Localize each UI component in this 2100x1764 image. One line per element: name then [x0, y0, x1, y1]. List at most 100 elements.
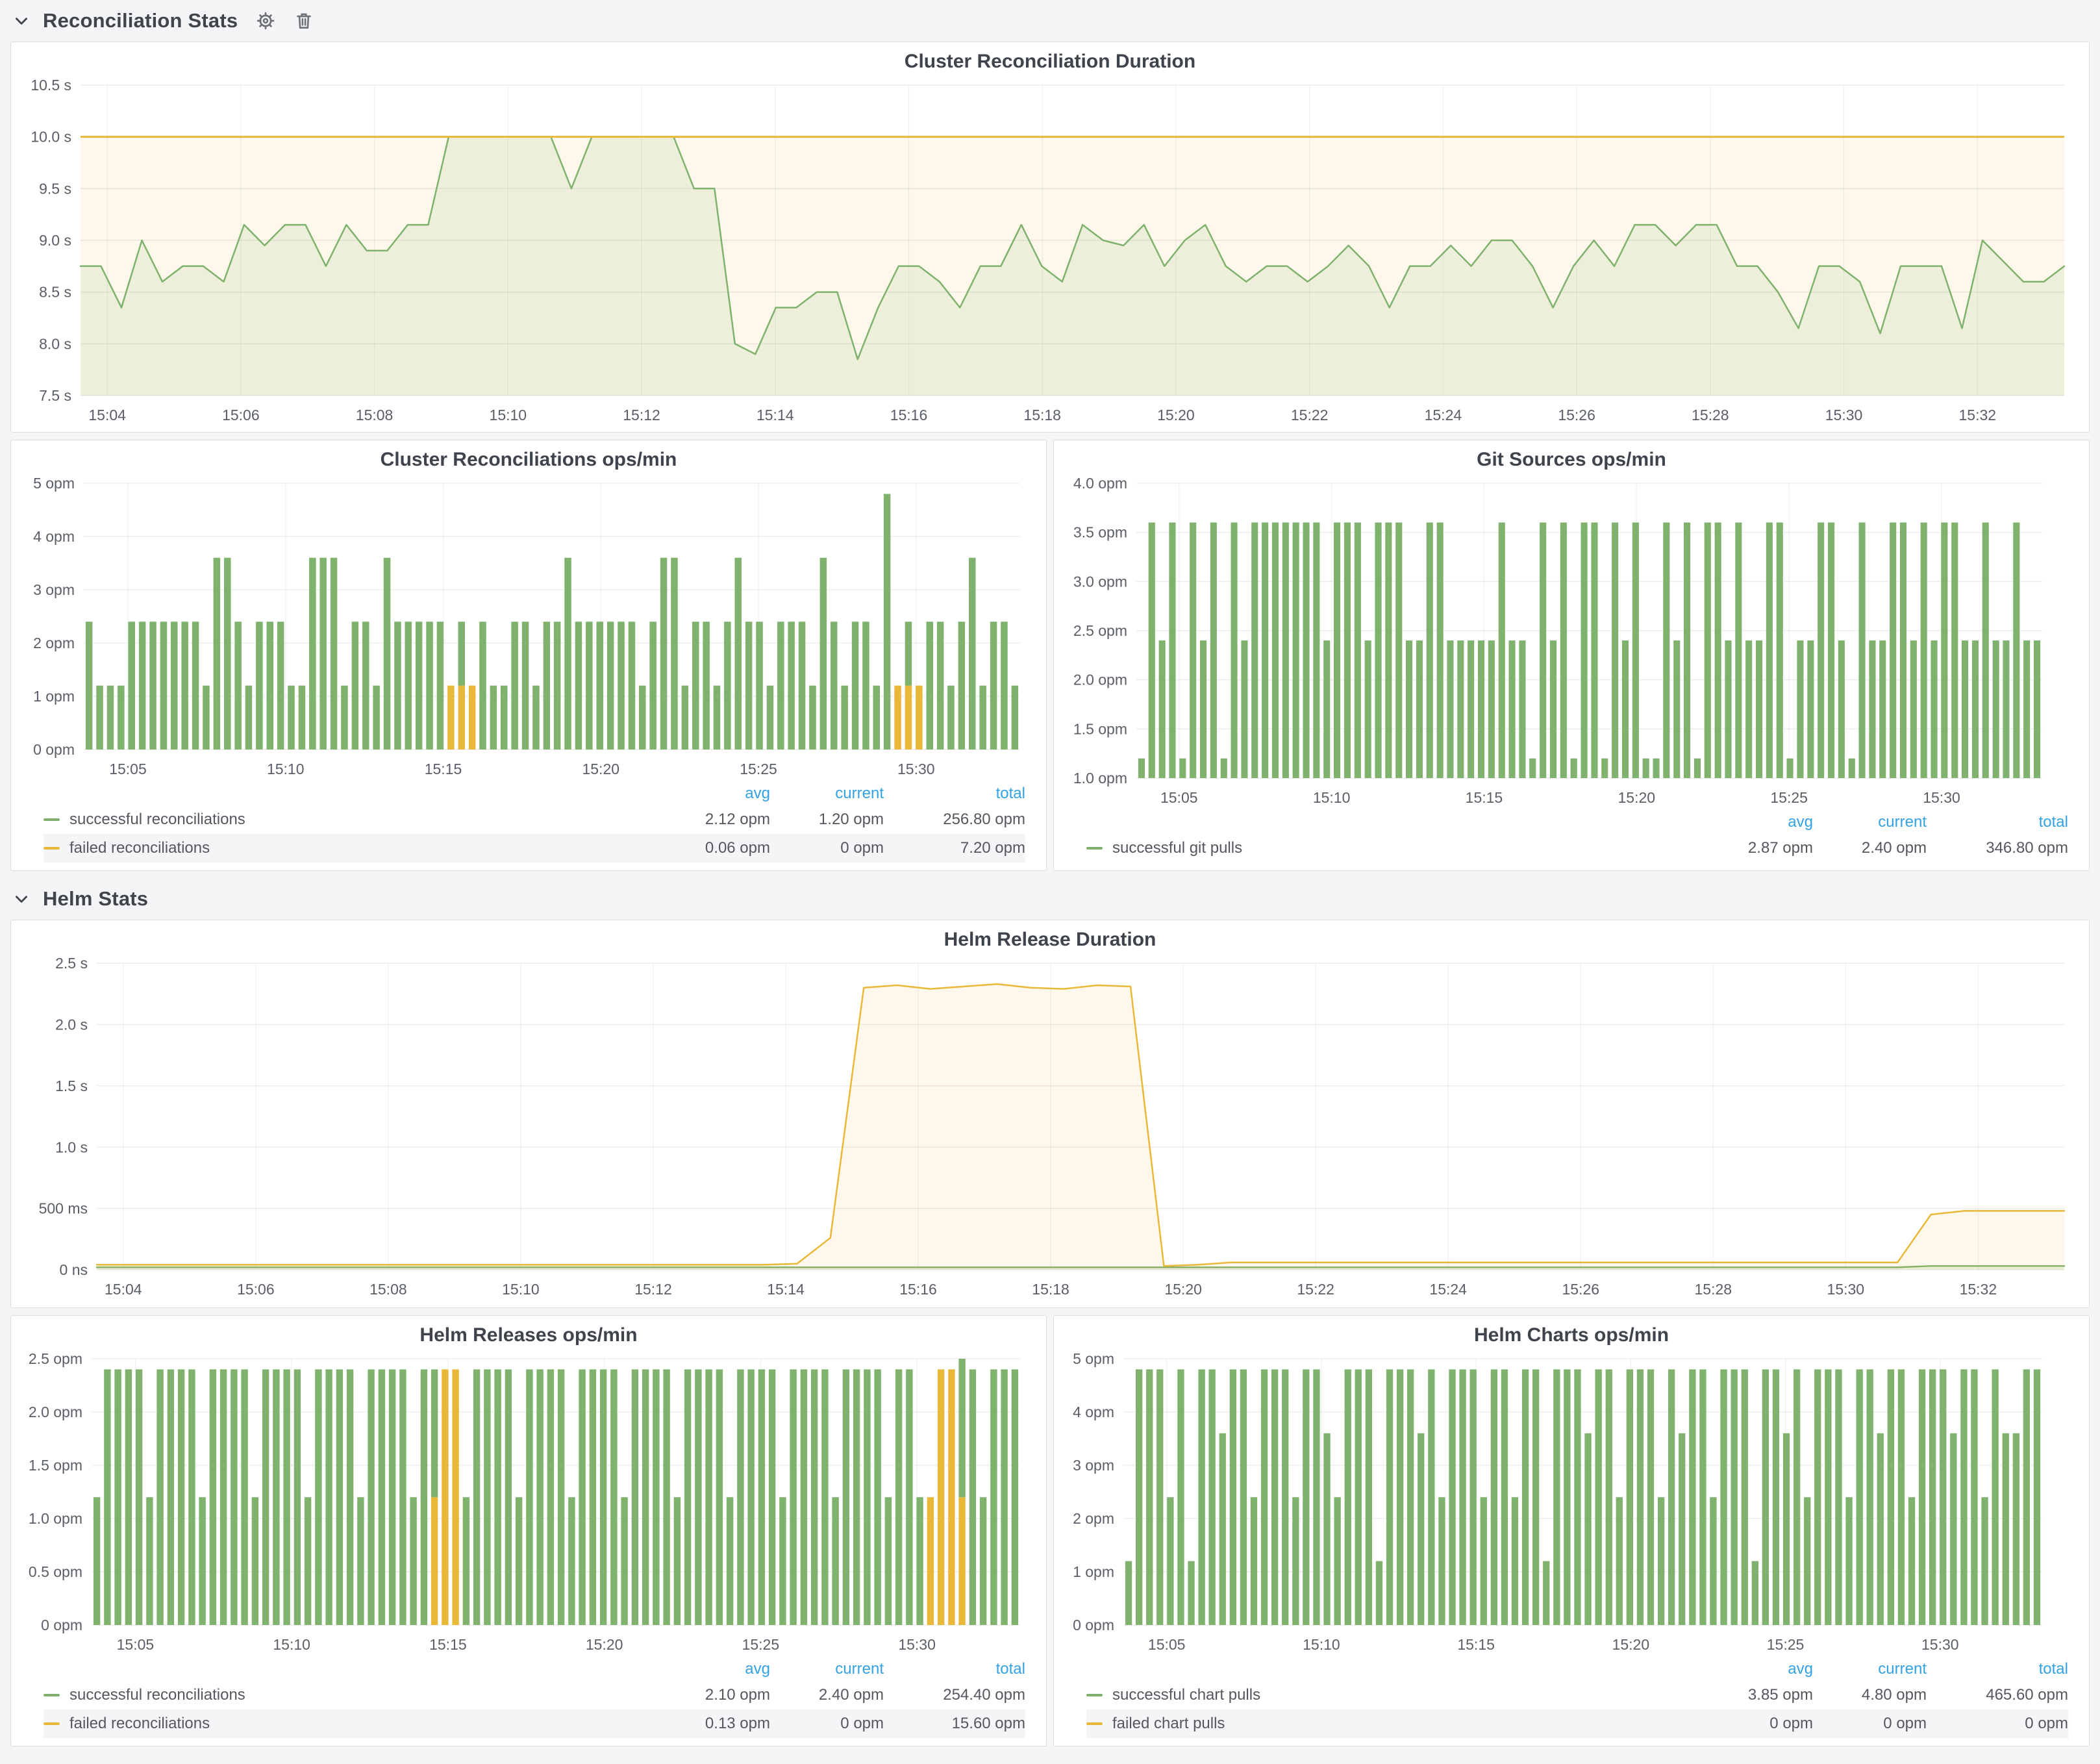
legend-sort-current[interactable]: current — [835, 785, 884, 802]
legend-avg: 2.87 opm — [1747, 839, 1813, 857]
legend-label: failed reconciliations — [69, 1715, 210, 1732]
svg-text:15:15: 15:15 — [1466, 789, 1503, 806]
panel-git-sources-ops: Git Sources ops/min 1.0 opm 1.5 opm 2.0 op… — [1053, 440, 2090, 871]
legend-total: 0 opm — [2025, 1715, 2068, 1732]
svg-text:4.0 opm: 4.0 opm — [1073, 475, 1127, 492]
legend-header-row: avg current total — [44, 782, 1025, 805]
legend-header-row: avg current total — [44, 1657, 1025, 1681]
legend-avg: 0.13 opm — [705, 1715, 770, 1732]
cluster-reconciliations-ops-chart[interactable]: 0 opm 1 opm 2 opm 3 opm 4 opm 5 opm 15:05 15:10… — [19, 474, 1037, 781]
svg-text:15:06: 15:06 — [222, 407, 260, 423]
legend-sort-current[interactable]: current — [1878, 813, 1927, 831]
svg-text:15:05: 15:05 — [1148, 1636, 1186, 1653]
svg-text:9.0 s: 9.0 s — [39, 232, 71, 249]
legend-sort-current[interactable]: current — [1878, 1660, 1927, 1678]
legend-total: 256.80 opm — [943, 811, 1025, 828]
legend-row-successful: successful git pulls 2.87 opm 2.40 opm 3… — [1086, 834, 2068, 863]
svg-text:15:32: 15:32 — [1958, 407, 1996, 423]
legend-sort-total[interactable]: total — [995, 785, 1025, 802]
svg-text:15:30: 15:30 — [1921, 1636, 1959, 1653]
svg-text:15:10: 15:10 — [267, 761, 305, 777]
series-color-dash — [44, 847, 60, 850]
svg-text:15:10: 15:10 — [273, 1636, 310, 1653]
cluster-reconciliation-duration-chart[interactable]: 7.5 s 8.0 s 8.5 s 9.0 s 9.5 s 10.0 s 10.5 s 15:… — [19, 76, 2081, 427]
svg-text:15:15: 15:15 — [429, 1636, 467, 1653]
panel-title[interactable]: Cluster Reconciliations ops/min — [380, 449, 677, 470]
legend-row-successful: successful chart pulls 3.85 opm 4.80 opm… — [1086, 1681, 2068, 1709]
legend-label: failed reconciliations — [69, 839, 210, 857]
legend-sort-total[interactable]: total — [2038, 813, 2068, 831]
svg-text:15:14: 15:14 — [756, 407, 794, 423]
svg-text:15:25: 15:25 — [1770, 789, 1808, 806]
svg-text:15:22: 15:22 — [1291, 407, 1329, 423]
svg-text:2.0 s: 2.0 s — [55, 1016, 88, 1033]
svg-text:15:28: 15:28 — [1695, 1281, 1732, 1298]
svg-text:15:30: 15:30 — [1827, 1281, 1865, 1298]
svg-text:15:05: 15:05 — [117, 1636, 155, 1653]
legend-sort-avg[interactable]: avg — [745, 1660, 770, 1678]
svg-text:15:20: 15:20 — [586, 1636, 623, 1653]
legend-sort-current[interactable]: current — [835, 1660, 884, 1678]
svg-text:2.0 opm: 2.0 opm — [1073, 672, 1127, 688]
svg-text:15:15: 15:15 — [1457, 1636, 1495, 1653]
legend-avg: 2.10 opm — [705, 1686, 770, 1704]
svg-text:1 opm: 1 opm — [33, 688, 75, 705]
svg-text:3.0 opm: 3.0 opm — [1073, 573, 1127, 590]
svg-text:0 opm: 0 opm — [41, 1617, 82, 1633]
panel-title[interactable]: Git Sources ops/min — [1477, 449, 1666, 470]
panel-title[interactable]: Helm Charts ops/min — [1473, 1324, 1669, 1346]
chevron-down-icon[interactable] — [13, 890, 30, 907]
git-sources-ops-chart[interactable]: 1.0 opm 1.5 opm 2.0 opm 2.5 opm 3.0 opm 3.5 o… — [1062, 474, 2059, 809]
svg-text:15:10: 15:10 — [1313, 789, 1351, 806]
svg-text:2.5 opm: 2.5 opm — [29, 1350, 82, 1367]
helm-release-duration-chart[interactable]: 0 ns 500 ms 1.0 s 1.5 s 2.0 s 2.5 s 15:04 15:06… — [19, 954, 2081, 1301]
svg-text:15:26: 15:26 — [1562, 1281, 1599, 1298]
svg-text:8.5 s: 8.5 s — [39, 284, 71, 301]
gear-icon[interactable] — [255, 10, 277, 32]
legend-row-failed: failed reconciliations 0.06 opm 0 opm 7.… — [44, 834, 1025, 863]
panel-title[interactable]: Helm Releases ops/min — [419, 1324, 638, 1346]
helm-releases-ops-chart[interactable]: 0 opm 0.5 opm 1.0 opm 1.5 opm 2.0 opm 2.5 opm… — [19, 1350, 1037, 1656]
svg-text:4 opm: 4 opm — [33, 528, 75, 545]
svg-text:2 opm: 2 opm — [33, 635, 75, 651]
legend-row-successful: successful reconciliations 2.10 opm 2.40… — [44, 1681, 1025, 1709]
legend-sort-avg[interactable]: avg — [745, 785, 770, 802]
svg-text:3 opm: 3 opm — [1073, 1457, 1114, 1474]
svg-text:2.0 opm: 2.0 opm — [29, 1404, 82, 1420]
legend-total: 15.60 opm — [951, 1715, 1025, 1732]
svg-text:10.5 s: 10.5 s — [31, 77, 71, 94]
svg-text:15:04: 15:04 — [105, 1281, 142, 1298]
series-color-dash — [1086, 1694, 1103, 1696]
svg-text:15:05: 15:05 — [1160, 789, 1198, 806]
section-title[interactable]: Reconciliation Stats — [43, 9, 238, 32]
panel-cluster-reconciliations-ops: Cluster Reconciliations ops/min 0 opm 1 o… — [10, 440, 1047, 871]
panel-title[interactable]: Helm Release Duration — [944, 929, 1156, 950]
svg-text:15:04: 15:04 — [88, 407, 126, 423]
helm-charts-ops-chart[interactable]: 0 opm 1 opm 2 opm 3 opm 4 opm 5 opm 15:05 15:10… — [1062, 1350, 2059, 1656]
series-color-dash — [44, 1694, 60, 1696]
legend-sort-avg[interactable]: avg — [1788, 1660, 1813, 1678]
section-helm-stats: Helm Stats — [0, 878, 2100, 920]
legend-avg: 0.06 opm — [705, 839, 770, 857]
svg-text:3.5 opm: 3.5 opm — [1073, 524, 1127, 541]
svg-text:0 opm: 0 opm — [33, 741, 75, 758]
legend-row-failed: failed chart pulls 0 opm 0 opm 0 opm — [1086, 1709, 2068, 1738]
legend-avg: 2.12 opm — [705, 811, 770, 828]
legend-sort-total[interactable]: total — [2038, 1660, 2068, 1678]
legend-sort-total[interactable]: total — [995, 1660, 1025, 1678]
svg-text:15:05: 15:05 — [109, 761, 147, 777]
section-title[interactable]: Helm Stats — [43, 887, 149, 910]
legend-total: 7.20 opm — [960, 839, 1025, 857]
svg-text:15:20: 15:20 — [582, 761, 619, 777]
svg-text:15:10: 15:10 — [490, 407, 527, 423]
svg-text:15:06: 15:06 — [237, 1281, 275, 1298]
svg-text:1.5 opm: 1.5 opm — [1073, 720, 1127, 737]
svg-text:15:12: 15:12 — [623, 407, 660, 423]
series-color-dash — [44, 818, 60, 821]
svg-text:15:25: 15:25 — [740, 761, 777, 777]
panel-helm-charts-ops: Helm Charts ops/min 0 opm 1 opm 2 opm 3 opm… — [1053, 1315, 2090, 1746]
trash-icon[interactable] — [294, 10, 314, 31]
chevron-down-icon[interactable] — [13, 12, 30, 29]
panel-title[interactable]: Cluster Reconciliation Duration — [904, 51, 1196, 72]
legend-sort-avg[interactable]: avg — [1788, 813, 1813, 831]
